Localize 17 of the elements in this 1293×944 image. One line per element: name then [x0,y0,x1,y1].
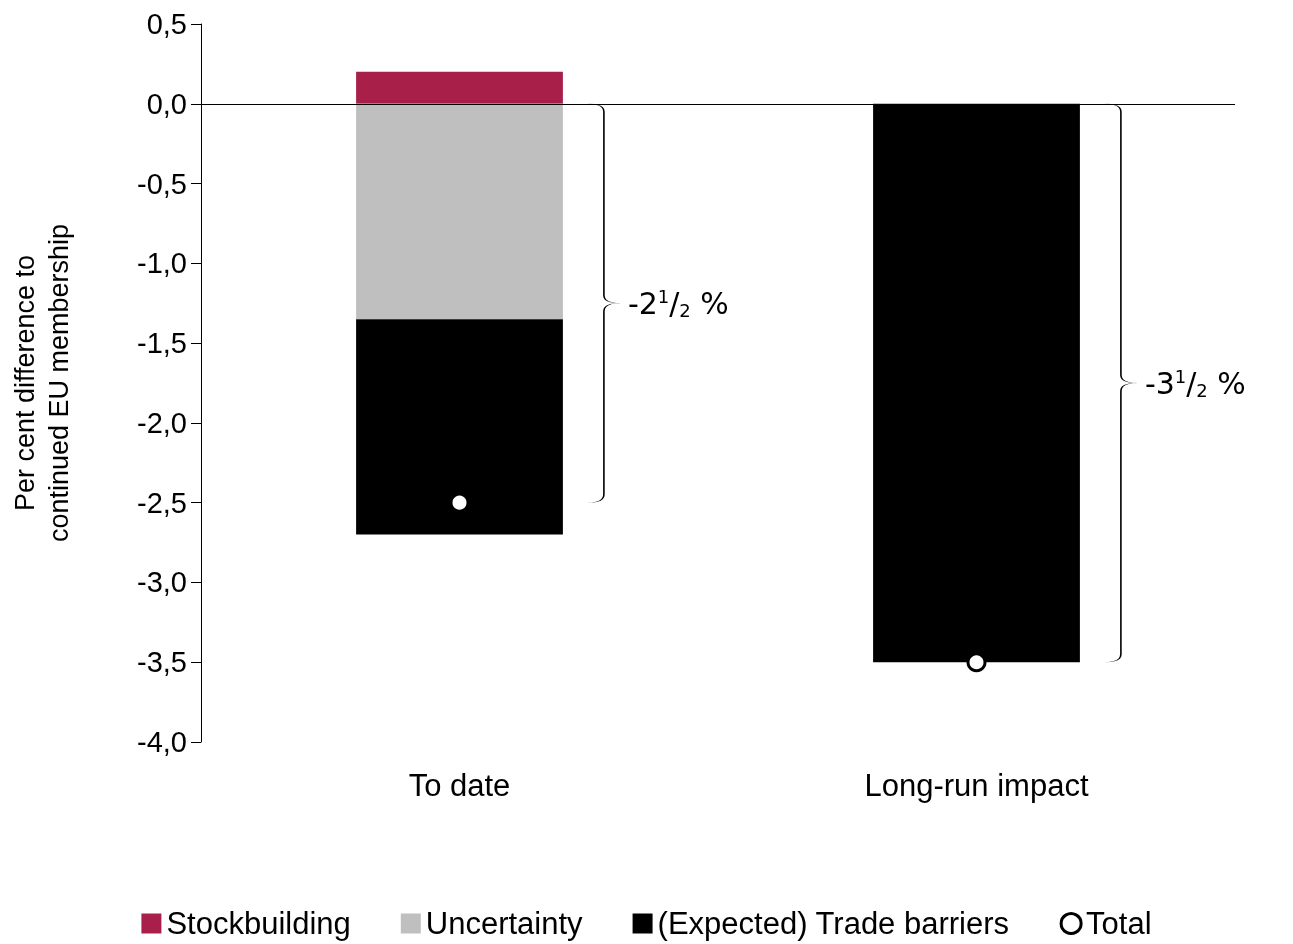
y-tick-label: -3,5 [137,646,187,679]
y-tick-label: -3,0 [137,566,187,599]
legend-label: Total [1086,906,1152,941]
y-tick-label: 0,0 [146,87,187,120]
legend-label: Stockbuilding [166,906,351,941]
y-tick-label: -2,5 [137,486,187,519]
y-tick-label: -0,5 [137,167,187,200]
legend-label: Uncertainty [425,906,584,941]
y-tick-label: -4,0 [137,726,187,758]
y-tick-label: -1,0 [137,247,187,280]
y-axis-title: Per cent difference to continued EU membership [10,223,74,543]
y-tick-label: -1,5 [137,327,187,360]
y-tick-label: 0,5 [146,8,187,40]
y-tick-label: -2,0 [137,406,187,439]
x-tick-label: To date [408,768,511,803]
legend-label: (Expected) Trade barriers [657,906,1010,941]
x-tick-label: Long-run impact [864,768,1089,803]
